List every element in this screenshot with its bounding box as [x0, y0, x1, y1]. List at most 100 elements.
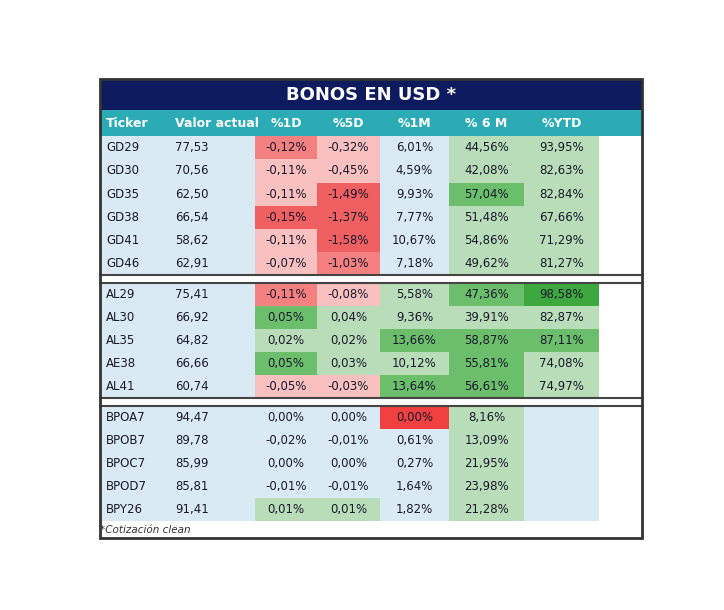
FancyBboxPatch shape [100, 452, 169, 475]
FancyBboxPatch shape [255, 475, 317, 498]
Text: 1,64%: 1,64% [396, 480, 433, 493]
Text: 60,74: 60,74 [175, 380, 209, 393]
Text: 5,58%: 5,58% [396, 288, 433, 301]
Text: 13,64%: 13,64% [392, 380, 437, 393]
Text: 0,01%: 0,01% [268, 503, 305, 516]
Text: -0,02%: -0,02% [266, 434, 307, 447]
Text: -0,11%: -0,11% [265, 288, 307, 301]
Text: 64,82: 64,82 [175, 334, 209, 347]
FancyBboxPatch shape [255, 406, 317, 429]
FancyBboxPatch shape [255, 452, 317, 475]
FancyBboxPatch shape [317, 182, 379, 206]
Text: GD35: GD35 [106, 188, 139, 201]
FancyBboxPatch shape [317, 306, 379, 329]
FancyBboxPatch shape [317, 352, 379, 375]
Text: 44,56%: 44,56% [464, 142, 509, 154]
FancyBboxPatch shape [524, 429, 599, 452]
FancyBboxPatch shape [317, 406, 379, 429]
FancyBboxPatch shape [100, 252, 169, 275]
Text: 0,61%: 0,61% [396, 434, 433, 447]
FancyBboxPatch shape [169, 182, 255, 206]
FancyBboxPatch shape [449, 137, 524, 159]
Text: 10,12%: 10,12% [392, 357, 437, 370]
Text: 39,91%: 39,91% [464, 310, 509, 324]
Text: %1M: %1M [397, 117, 432, 130]
FancyBboxPatch shape [255, 159, 317, 182]
FancyBboxPatch shape [317, 252, 379, 275]
FancyBboxPatch shape [524, 206, 599, 229]
Text: 57,04%: 57,04% [464, 188, 509, 201]
FancyBboxPatch shape [100, 475, 169, 498]
Text: -0,07%: -0,07% [266, 257, 307, 270]
FancyBboxPatch shape [255, 252, 317, 275]
Text: AL35: AL35 [106, 334, 135, 347]
FancyBboxPatch shape [317, 429, 379, 452]
FancyBboxPatch shape [317, 375, 379, 398]
Text: %5D: %5D [333, 117, 364, 130]
Text: 0,01%: 0,01% [330, 503, 367, 516]
Text: 67,66%: 67,66% [539, 210, 584, 224]
FancyBboxPatch shape [100, 306, 169, 329]
FancyBboxPatch shape [379, 406, 449, 429]
FancyBboxPatch shape [524, 252, 599, 275]
FancyBboxPatch shape [100, 275, 642, 282]
Text: 8,16%: 8,16% [468, 411, 505, 424]
FancyBboxPatch shape [100, 229, 169, 252]
FancyBboxPatch shape [524, 375, 599, 398]
FancyBboxPatch shape [169, 375, 255, 398]
Text: 82,87%: 82,87% [539, 310, 584, 324]
FancyBboxPatch shape [379, 206, 449, 229]
FancyBboxPatch shape [524, 282, 599, 306]
Text: BPOC7: BPOC7 [106, 457, 146, 470]
FancyBboxPatch shape [169, 206, 255, 229]
Text: 58,62: 58,62 [175, 234, 209, 247]
FancyBboxPatch shape [449, 182, 524, 206]
FancyBboxPatch shape [524, 159, 599, 182]
FancyBboxPatch shape [524, 352, 599, 375]
FancyBboxPatch shape [169, 282, 255, 306]
Text: 62,91: 62,91 [175, 257, 209, 270]
FancyBboxPatch shape [379, 429, 449, 452]
FancyBboxPatch shape [449, 452, 524, 475]
Text: 13,09%: 13,09% [464, 434, 509, 447]
Text: 1,82%: 1,82% [396, 503, 433, 516]
FancyBboxPatch shape [100, 375, 169, 398]
Text: 66,92: 66,92 [175, 310, 209, 324]
Text: -1,58%: -1,58% [328, 234, 369, 247]
Text: -0,45%: -0,45% [328, 165, 369, 178]
Text: 70,56: 70,56 [175, 165, 209, 178]
FancyBboxPatch shape [317, 137, 379, 159]
Text: -0,08%: -0,08% [328, 288, 369, 301]
FancyBboxPatch shape [100, 110, 642, 137]
FancyBboxPatch shape [379, 282, 449, 306]
FancyBboxPatch shape [449, 159, 524, 182]
Text: 85,99: 85,99 [175, 457, 209, 470]
Text: 66,66: 66,66 [175, 357, 209, 370]
FancyBboxPatch shape [100, 206, 169, 229]
Text: -0,05%: -0,05% [266, 380, 307, 393]
Text: 87,11%: 87,11% [539, 334, 584, 347]
FancyBboxPatch shape [255, 229, 317, 252]
Text: 58,87%: 58,87% [464, 334, 509, 347]
Text: -0,11%: -0,11% [265, 188, 307, 201]
Text: 0,00%: 0,00% [268, 411, 305, 424]
Text: 0,04%: 0,04% [330, 310, 367, 324]
Text: BPOA7: BPOA7 [106, 411, 146, 424]
FancyBboxPatch shape [449, 206, 524, 229]
Text: -0,15%: -0,15% [266, 210, 307, 224]
FancyBboxPatch shape [317, 229, 379, 252]
Text: 74,97%: 74,97% [539, 380, 584, 393]
Text: 62,50: 62,50 [175, 188, 209, 201]
Text: 66,54: 66,54 [175, 210, 209, 224]
Text: 4,59%: 4,59% [396, 165, 433, 178]
Text: 49,62%: 49,62% [464, 257, 509, 270]
Text: GD46: GD46 [106, 257, 139, 270]
Text: -0,11%: -0,11% [265, 234, 307, 247]
Text: %1D: %1D [270, 117, 302, 130]
Text: 13,66%: 13,66% [392, 334, 437, 347]
FancyBboxPatch shape [317, 206, 379, 229]
Text: GD41: GD41 [106, 234, 139, 247]
Text: AE38: AE38 [106, 357, 136, 370]
Text: 9,36%: 9,36% [396, 310, 433, 324]
Text: BPOD7: BPOD7 [106, 480, 147, 493]
